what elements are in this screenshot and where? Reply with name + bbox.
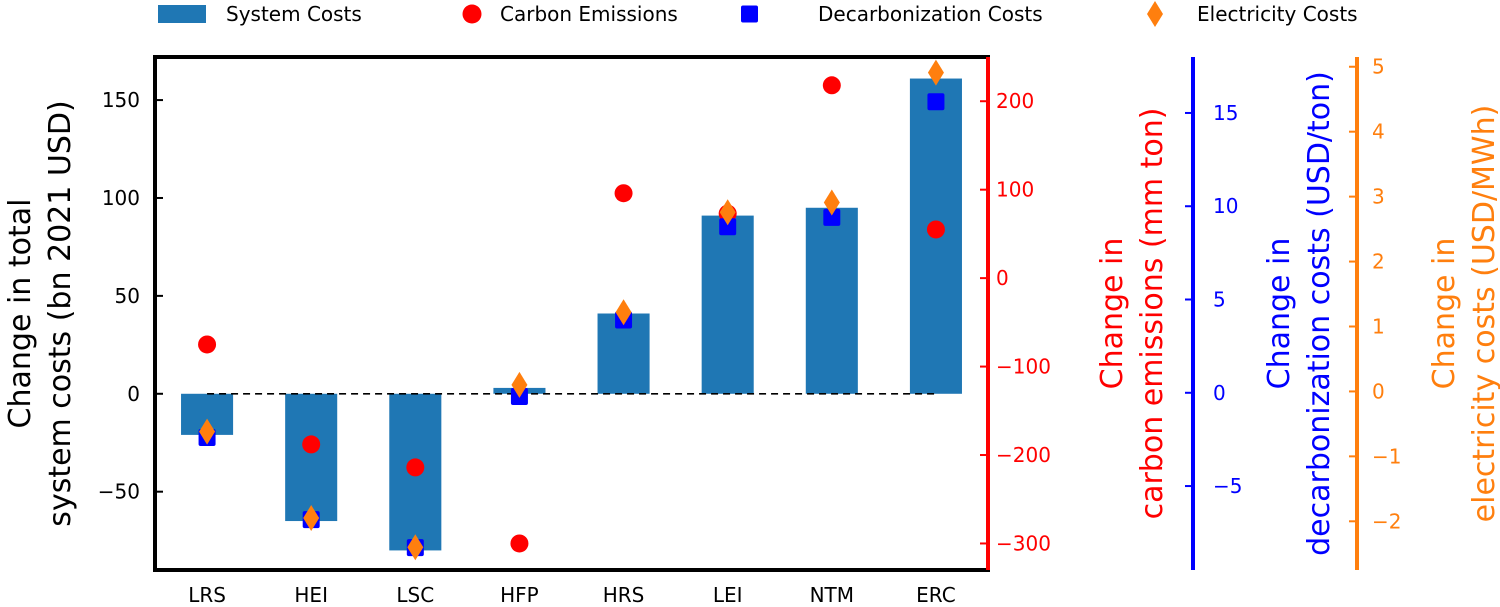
bar-lei bbox=[701, 215, 754, 394]
legend-carbon-emissions-swatch bbox=[462, 4, 482, 24]
electricity-y-axis: −2 −1 0 1 2 3 4 5 Change in electricity costs (US… bbox=[1349, 55, 1500, 570]
left-tick-label: 0 bbox=[127, 382, 140, 406]
electricity-costs-point-hei bbox=[303, 505, 320, 532]
decarb-tick-label: 5 bbox=[1213, 288, 1226, 312]
x-tick-label-hrs: HRS bbox=[603, 583, 645, 607]
carbon-emissions-point-hfp bbox=[510, 534, 529, 553]
carbon-tick-label: −200 bbox=[996, 443, 1051, 467]
plot-frame bbox=[153, 55, 990, 572]
carbon-emissions-point-hrs bbox=[614, 184, 633, 203]
x-tick-label-hfp: HFP bbox=[500, 583, 539, 607]
decarbonization-costs-point-lei bbox=[719, 218, 737, 236]
carbon-tick-label: −100 bbox=[996, 355, 1051, 379]
legend-decarbonization-costs-label: Decarbonization Costs bbox=[818, 2, 1043, 26]
carbon-emissions-point-ntm bbox=[822, 76, 841, 95]
decarb-axis-title: Change in decarbonization costs (USD/ton) bbox=[1262, 71, 1337, 556]
elec-tick-label: 0 bbox=[1372, 379, 1385, 403]
electricity-costs-point-lrs bbox=[199, 418, 216, 445]
decarb-tick-label: 0 bbox=[1213, 381, 1226, 405]
x-tick-label-ntm: NTM bbox=[810, 583, 854, 607]
electricity-costs-point-hfp bbox=[511, 371, 528, 398]
electricity-costs-point-hrs bbox=[615, 299, 632, 326]
electricity-costs-point-erc bbox=[927, 59, 944, 86]
left-tick-label: −50 bbox=[98, 480, 140, 504]
elec-tick-label: 4 bbox=[1372, 120, 1385, 144]
elec-tick-label: −2 bbox=[1372, 509, 1401, 533]
elec-tick-label: 3 bbox=[1372, 185, 1385, 209]
legend-carbon-emissions-label: Carbon Emissions bbox=[500, 2, 678, 26]
legend-decarbonization-costs-swatch bbox=[741, 5, 758, 23]
carbon-y-axis: −300 −200 −100 0 100 200 Change in carbon emiss… bbox=[980, 57, 1170, 570]
left-tick-label: 100 bbox=[102, 186, 140, 210]
legend-electricity-costs-label: Electricity Costs bbox=[1197, 2, 1358, 26]
bar-ntm bbox=[805, 207, 858, 394]
legend-system-costs-label: System Costs bbox=[226, 2, 362, 26]
decarbonization-costs-point-erc bbox=[927, 93, 945, 111]
x-tick-label-lsc: LSC bbox=[396, 583, 434, 607]
electricity-costs-point-lsc bbox=[407, 534, 424, 561]
carbon-emissions-point-hei bbox=[302, 435, 321, 454]
electricity-costs-point-lei bbox=[719, 199, 736, 226]
carbon-tick-label: 100 bbox=[996, 178, 1034, 202]
legend-system-costs-swatch bbox=[158, 5, 206, 23]
carbon-emissions-point-lsc bbox=[406, 458, 425, 477]
x-tick-label-erc: ERC bbox=[916, 583, 956, 607]
decarbonization-y-axis: −5 0 5 10 15 Change in decarbonization costs (… bbox=[1185, 57, 1337, 570]
bar-hei bbox=[285, 393, 338, 522]
elec-tick-label: −1 bbox=[1372, 444, 1401, 468]
legend: System Costs Carbon Emissions Decarbonizat… bbox=[158, 1, 1358, 27]
x-axis: LRS HEI LSC HFP HRS LEI NTM ERC bbox=[188, 583, 956, 607]
x-tick-label-hei: HEI bbox=[294, 583, 328, 607]
elec-tick-label: 1 bbox=[1372, 314, 1385, 338]
left-tick-label: 50 bbox=[115, 284, 140, 308]
carbon-axis-title: Change in carbon emissions (mm ton) bbox=[1095, 108, 1170, 520]
carbon-tick-label: −300 bbox=[996, 531, 1051, 555]
markers bbox=[198, 59, 945, 561]
elec-tick-label: 5 bbox=[1372, 55, 1385, 79]
left-y-axis: −50 0 50 100 150 Change in total system costs … bbox=[3, 88, 163, 527]
carbon-tick-label: 0 bbox=[996, 266, 1009, 290]
electricity-costs-point-ntm bbox=[823, 189, 840, 216]
carbon-tick-label: 200 bbox=[996, 89, 1034, 113]
system-costs-bars bbox=[181, 78, 962, 551]
legend-electricity-costs-swatch bbox=[1147, 1, 1163, 27]
elec-tick-label: 2 bbox=[1372, 250, 1385, 274]
x-tick-label-lrs: LRS bbox=[188, 583, 226, 607]
decarb-tick-label: −5 bbox=[1213, 474, 1242, 498]
x-tick-label-lei: LEI bbox=[713, 583, 743, 607]
decarb-tick-label: 10 bbox=[1213, 194, 1238, 218]
decarbonization-costs-point-ntm bbox=[823, 208, 841, 226]
elec-axis-title: Change in electricity costs (USD/MWh) bbox=[1427, 105, 1500, 523]
left-tick-label: 150 bbox=[102, 88, 140, 112]
left-axis-title: Change in total system costs (bn 2021 USD… bbox=[3, 100, 78, 526]
carbon-emissions-point-erc bbox=[926, 220, 945, 239]
carbon-emissions-point-lrs bbox=[198, 335, 217, 354]
decarb-tick-label: 15 bbox=[1213, 101, 1238, 125]
